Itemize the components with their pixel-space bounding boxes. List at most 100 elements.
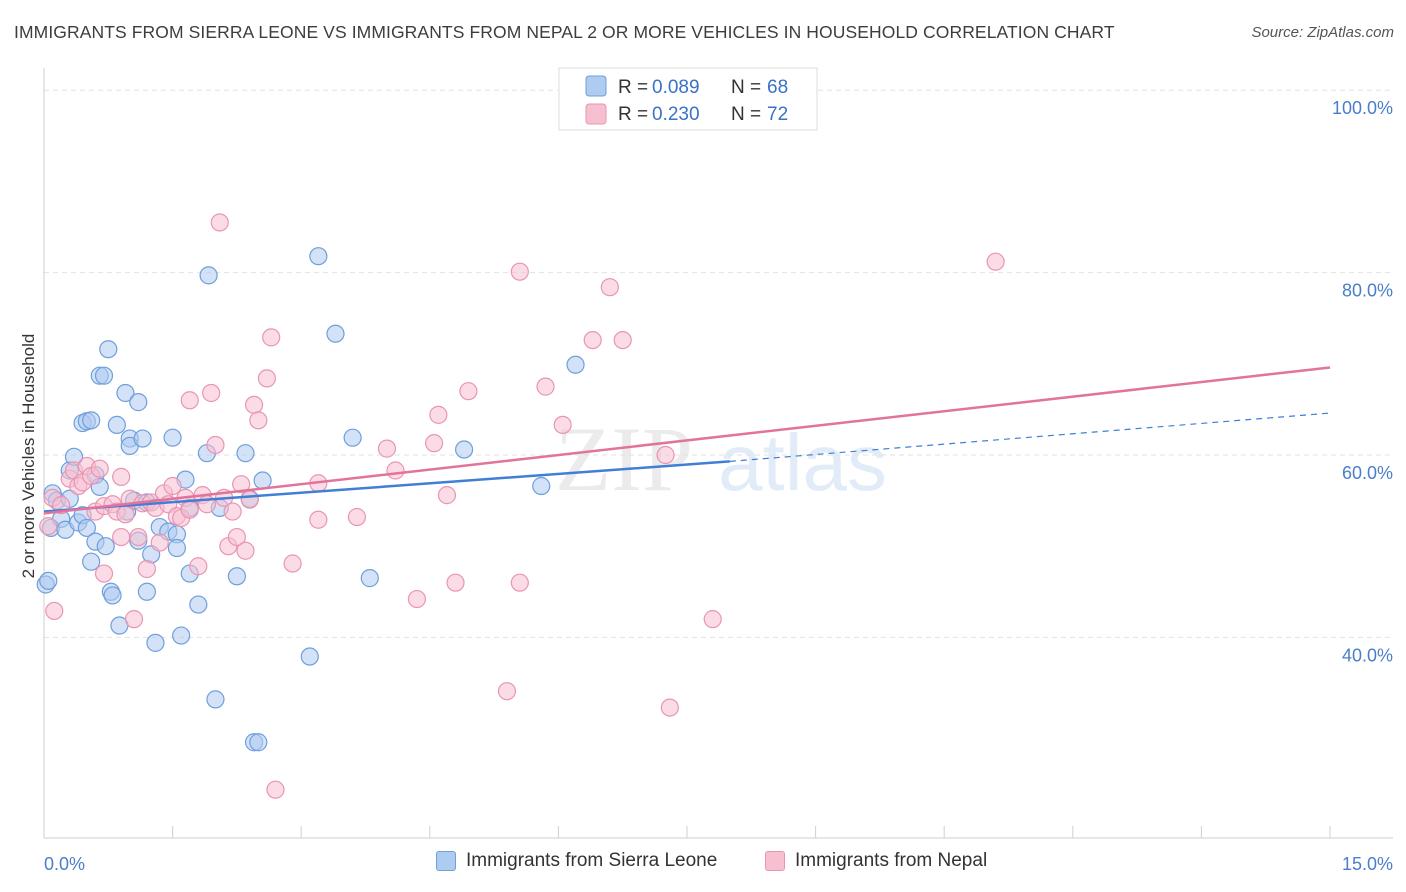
data-point: [129, 527, 148, 547]
data-point: [309, 247, 328, 266]
data-point: [180, 391, 199, 410]
data-point: [137, 559, 156, 579]
data-point: [129, 393, 148, 412]
legend-swatch-blue: [585, 75, 607, 97]
y-tick-label: 40.0%: [1342, 645, 1393, 665]
data-point: [146, 633, 165, 652]
data-point: [300, 647, 319, 666]
trend-line-sierra-leone-extension: [729, 412, 1331, 462]
trend-line-sierra-leone: [43, 460, 730, 513]
data-point: [377, 439, 397, 458]
data-point: [133, 429, 152, 448]
data-point: [150, 533, 169, 552]
data-point: [232, 475, 251, 494]
bottom-legend-swatch-pink: [765, 851, 785, 871]
y-tick-label: 100.0%: [1332, 98, 1393, 118]
legend-swatch-pink: [585, 103, 607, 125]
data-point: [249, 411, 268, 430]
data-point: [240, 490, 259, 509]
data-point: [253, 471, 272, 490]
data-point: [112, 467, 131, 486]
bottom-legend-label-sierra-leone: Immigrants from Sierra Leone: [466, 850, 718, 871]
bottom-legend-nepal: Immigrants from Nepal: [765, 850, 987, 872]
data-point: [266, 780, 285, 799]
chart-source: Source: ZipAtlas.com: [1251, 24, 1394, 41]
data-point: [613, 331, 632, 350]
data-point: [124, 610, 144, 629]
x-tick-label: 0.0%: [44, 854, 85, 874]
data-point: [360, 569, 379, 588]
data-point: [309, 510, 328, 529]
data-point: [407, 589, 427, 609]
data-point: [262, 328, 281, 347]
data-point: [497, 682, 517, 701]
data-point: [236, 541, 255, 560]
legend-n-label-1: N =: [731, 77, 761, 98]
data-point: [986, 252, 1005, 271]
legend: R = 0.089 N = 68 R = 0.230 N = 72: [558, 67, 818, 131]
bottom-legend-sierra-leone: Immigrants from Sierra Leone: [436, 850, 717, 872]
data-point: [202, 383, 221, 403]
data-point: [236, 444, 255, 463]
data-point: [553, 415, 572, 435]
data-point: [206, 435, 225, 455]
data-point: [206, 690, 225, 709]
data-point: [107, 415, 126, 435]
data-point: [660, 698, 679, 717]
data-point: [446, 573, 465, 592]
data-point: [90, 459, 109, 478]
legend-n-label-2: N =: [731, 104, 761, 125]
data-point: [77, 518, 96, 538]
data-point: [94, 564, 114, 583]
data-point: [45, 601, 64, 621]
x-tick-label: 15.0%: [1342, 854, 1393, 874]
data-point: [210, 213, 229, 232]
data-point: [82, 411, 101, 430]
legend-r-value-2: 0.230: [652, 104, 700, 125]
data-point: [116, 383, 135, 403]
y-tick-label: 80.0%: [1342, 281, 1393, 301]
series-sierra-leone-points: [36, 247, 585, 752]
data-point: [343, 428, 362, 447]
data-point: [459, 382, 478, 401]
axes: [43, 68, 1393, 839]
data-point: [283, 554, 302, 573]
data-point: [223, 502, 242, 521]
data-point: [103, 586, 122, 605]
data-point: [510, 573, 529, 592]
data-point: [656, 445, 675, 465]
data-point: [99, 340, 118, 359]
data-point: [227, 567, 246, 586]
trend-lines: [43, 366, 1331, 515]
data-point: [82, 552, 101, 571]
data-point: [249, 733, 268, 752]
data-point: [437, 486, 457, 505]
y-tick-label: 60.0%: [1342, 463, 1393, 483]
y-axis-label: 2 or more Vehicles in Household: [19, 334, 38, 579]
data-point: [566, 355, 585, 374]
data-point: [189, 595, 208, 614]
data-point: [600, 278, 619, 297]
watermark-atlas: atlas: [718, 418, 887, 507]
legend-n-value-2: 72: [767, 104, 788, 125]
x-tick-labels: 0.0% 15.0%: [44, 854, 1393, 874]
data-point: [510, 262, 529, 281]
data-point: [454, 440, 474, 459]
data-point: [703, 610, 722, 629]
data-point: [180, 500, 199, 519]
data-point: [116, 505, 135, 524]
data-point: [167, 538, 186, 558]
data-point: [227, 527, 246, 547]
data-point: [244, 395, 264, 414]
bottom-legend-label-nepal: Immigrants from Nepal: [795, 850, 988, 871]
chart-title: IMMIGRANTS FROM SIERRA LEONE VS IMMIGRAN…: [14, 22, 1115, 42]
legend-r-label-1: R =: [618, 77, 648, 98]
data-point: [163, 428, 182, 447]
data-point: [163, 476, 182, 496]
data-point: [112, 527, 131, 547]
data-point: [172, 626, 191, 645]
data-point: [257, 369, 277, 388]
legend-n-value-1: 68: [767, 77, 788, 98]
data-point: [326, 324, 345, 343]
